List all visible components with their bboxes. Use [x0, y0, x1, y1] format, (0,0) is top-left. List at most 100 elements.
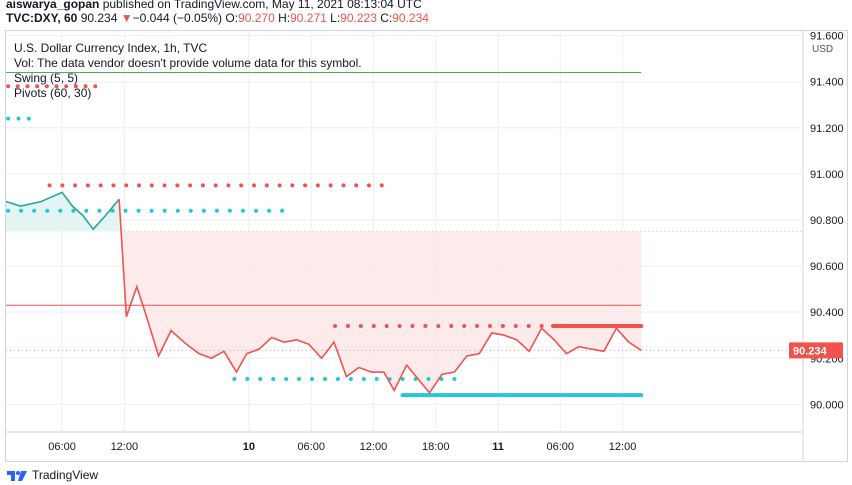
swing-high-dot — [200, 183, 205, 188]
swing-high-dot — [226, 183, 231, 188]
swing-low-dot — [267, 208, 272, 213]
swing-low-dot — [361, 376, 366, 381]
swing-low-dot — [123, 208, 128, 213]
swing-high-dot — [384, 323, 389, 328]
swing-high-dot — [60, 183, 65, 188]
swing-high-dot — [487, 323, 492, 328]
swing-high-dot — [98, 183, 103, 188]
swing-high-dot — [83, 84, 88, 89]
currency-label: USD — [812, 44, 833, 55]
open-value: 90.270 — [238, 11, 275, 25]
swing-low-dot — [426, 376, 431, 381]
footer: TradingView — [6, 466, 98, 484]
swing-high-dot — [47, 183, 52, 188]
swing-low-dot — [310, 376, 315, 381]
swing-low-dot — [6, 116, 11, 121]
price-line-down — [118, 199, 642, 395]
y-tick-label: 90.800 — [810, 215, 844, 227]
y-tick-label: 91.400 — [810, 77, 844, 89]
price-change: −0.044 (−0.05%) — [132, 11, 223, 25]
swing-low-dot — [188, 208, 193, 213]
swing-high-dot — [366, 183, 371, 188]
swing-high-dot — [303, 183, 308, 188]
last-price-tag-label: 90.234 — [793, 345, 828, 357]
swing-high-dot — [379, 183, 384, 188]
x-tick-label: 18:00 — [422, 441, 450, 453]
teal-fill-area — [6, 192, 120, 232]
swing-high-dot — [315, 183, 320, 188]
symbol-ohlc: TVC:DXY, 60 90.234 ▼−0.044 (−0.05%) O:90… — [6, 11, 429, 25]
swing-low-dot — [71, 208, 76, 213]
swing-low-dot — [284, 376, 289, 381]
swing-high-dot — [54, 84, 59, 89]
legend-pivots[interactable]: Pivots (60, 30) — [14, 86, 92, 100]
swing-low-dot — [110, 208, 115, 213]
open-label: O: — [225, 11, 239, 25]
high-value: 90.271 — [290, 11, 327, 25]
swing-high-dot — [500, 323, 505, 328]
swing-high-dot — [137, 183, 142, 188]
swing-high-dot — [526, 323, 531, 328]
x-tick-label: 06:00 — [297, 441, 325, 453]
swing-low-dot — [400, 376, 405, 381]
legend-volume-note: Vol: The data vendor doesn't provide vol… — [14, 56, 362, 70]
chart-header: aiswarya_gopan published on TradingView.… — [0, 0, 852, 30]
close-label: C: — [380, 11, 393, 25]
swing-low-dot — [6, 208, 11, 213]
published-text: published on TradingView.com, May 11, 20… — [99, 0, 422, 11]
swing-low-dot — [201, 208, 206, 213]
swing-low-dot — [26, 116, 31, 121]
last-price: 90.234 — [80, 11, 118, 25]
swing-high-dot — [64, 84, 69, 89]
swing-high-dot — [239, 183, 244, 188]
x-tick-label: 12:00 — [609, 441, 637, 453]
swing-low-dot — [214, 208, 219, 213]
swing-low-dot — [16, 116, 21, 121]
down-arrow-icon: ▼ — [120, 11, 133, 25]
swing-high-dot — [25, 84, 30, 89]
footer-brand[interactable]: TradingView — [32, 468, 99, 482]
swing-high-dot — [277, 183, 282, 188]
legend-swing[interactable]: Swing (5, 5) — [14, 71, 79, 85]
swing-low-dot — [280, 208, 285, 213]
swing-low-dot — [240, 208, 245, 213]
swing-high-dot — [423, 323, 428, 328]
y-tick-label: 90.400 — [810, 307, 844, 319]
swing-high-dot — [73, 84, 78, 89]
swing-high-dot — [410, 323, 415, 328]
x-tick-label: 06:00 — [48, 441, 76, 453]
swing-high-dot — [6, 84, 11, 89]
swing-high-dot — [539, 323, 544, 328]
swing-high-dot — [93, 84, 98, 89]
tradingview-logo-icon[interactable] — [6, 468, 28, 482]
y-tick-label: 90.000 — [810, 399, 844, 411]
swing-low-dot — [348, 376, 353, 381]
swing-high-dot — [44, 84, 49, 89]
swing-high-dot — [358, 323, 363, 328]
swing-high-dot — [475, 323, 480, 328]
swing-low-dot — [374, 376, 379, 381]
legend-title: U.S. Dollar Currency Index, 1h, TVC — [14, 41, 208, 55]
close-value: 90.234 — [392, 11, 429, 25]
swing-high-dot — [371, 323, 376, 328]
low-value: 90.223 — [340, 11, 377, 25]
x-tick-label: 12:00 — [360, 441, 388, 453]
high-label: H: — [278, 11, 291, 25]
swing-high-dot — [436, 323, 441, 328]
swing-high-dot — [85, 183, 90, 188]
swing-high-dot — [252, 183, 257, 188]
swing-high-dot — [188, 183, 193, 188]
x-tick-label: 10 — [243, 441, 255, 453]
swing-high-dot — [341, 183, 346, 188]
swing-high-dot — [513, 323, 518, 328]
swing-high-dot — [397, 323, 402, 328]
swing-high-dot — [15, 84, 20, 89]
swing-high-dot — [345, 323, 350, 328]
chart-frame[interactable] — [5, 30, 848, 462]
publisher-name[interactable]: aiswarya_gopan — [6, 0, 100, 11]
swing-high-dot — [111, 183, 116, 188]
swing-high-dot — [213, 183, 218, 188]
x-tick-label: 06:00 — [547, 441, 575, 453]
swing-high-dot — [354, 183, 359, 188]
